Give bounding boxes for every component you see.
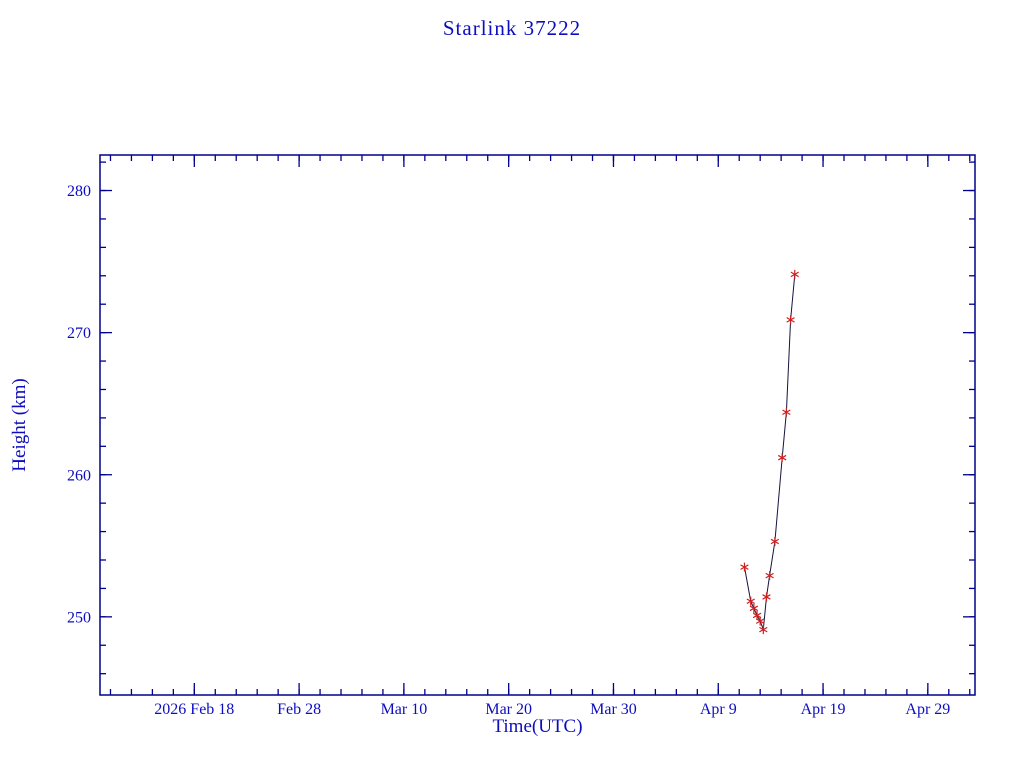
- svg-text:Feb 28: Feb 28: [277, 701, 321, 718]
- svg-text:Apr 19: Apr 19: [801, 701, 846, 718]
- svg-text:250: 250: [67, 609, 91, 626]
- svg-text:Mar 20: Mar 20: [485, 701, 532, 718]
- chart-title: Starlink 37222: [442, 16, 582, 40]
- svg-text:Mar 10: Mar 10: [381, 701, 428, 718]
- x-axis-label: Time(UTC): [492, 716, 583, 737]
- svg-text:2026 Feb 18: 2026 Feb 18: [154, 701, 234, 718]
- svg-text:Apr 9: Apr 9: [700, 701, 737, 718]
- svg-text:Mar 30: Mar 30: [590, 701, 637, 718]
- svg-text:270: 270: [67, 325, 91, 342]
- svg-text:Apr 29: Apr 29: [905, 701, 950, 718]
- svg-text:260: 260: [67, 467, 91, 484]
- svg-text:280: 280: [67, 183, 91, 200]
